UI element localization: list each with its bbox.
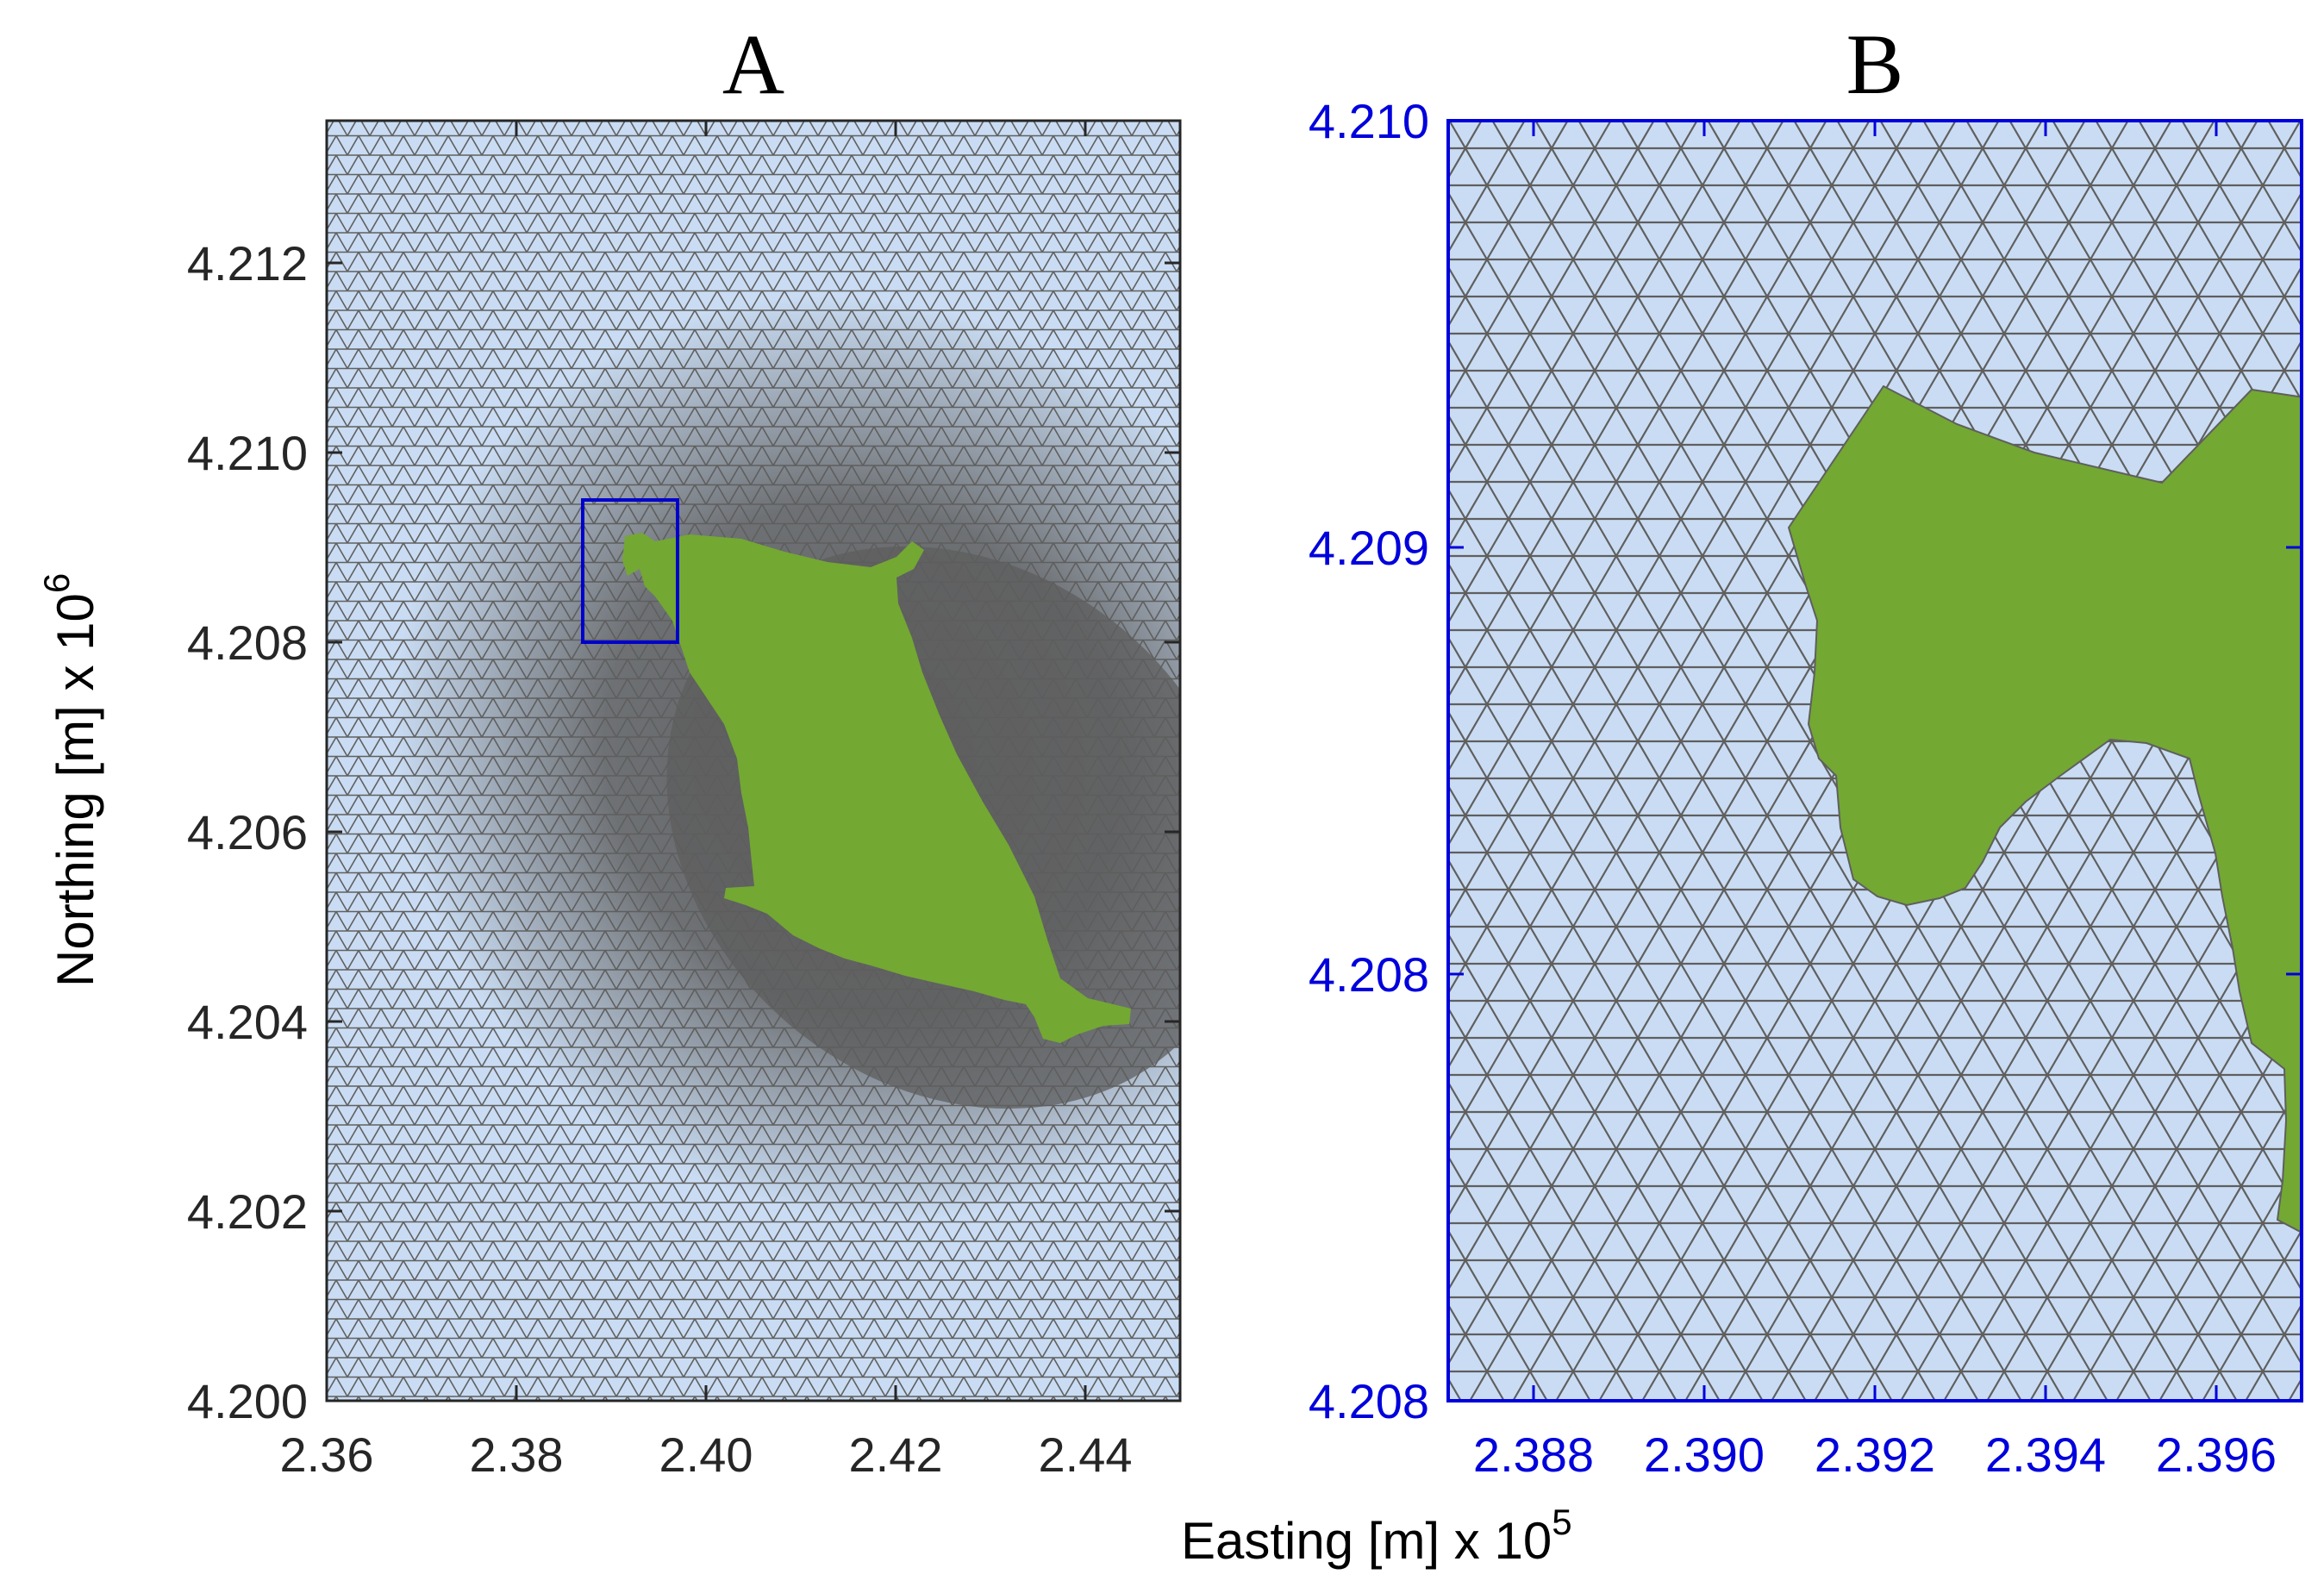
panel-b-island — [1787, 384, 2302, 1234]
x-tick-label: 2.388 — [1473, 1427, 1594, 1482]
panel-b-title: B — [1846, 16, 1904, 112]
y-tick-label: 4.208 — [1309, 947, 1429, 1002]
x-tick-label: 2.36 — [280, 1427, 374, 1482]
panel-a-island — [622, 533, 1131, 1043]
x-tick-label: 2.38 — [470, 1427, 564, 1482]
y-tick-label: 4.202 — [187, 1184, 308, 1239]
x-tick-label: 2.44 — [1039, 1427, 1133, 1482]
x-tick-label: 2.394 — [1985, 1427, 2106, 1482]
panel-b-x-ticks: 2.388 2.390 2.392 2.394 2.396 — [1473, 121, 2277, 1482]
x-tick-label: 2.42 — [849, 1427, 943, 1482]
y-tick-label: 4.212 — [187, 236, 308, 290]
y-tick-label: 4.208 — [187, 615, 308, 670]
x-tick-label: 2.40 — [659, 1427, 753, 1482]
panel-a-frame — [325, 119, 1182, 1402]
y-tick-label: 4.210 — [1309, 94, 1429, 148]
y-tick-label: 4.210 — [187, 426, 308, 480]
y-tick-label: 4.209 — [1309, 521, 1429, 575]
panel-b-y-ticks: 4.208 4.208 4.209 4.210 — [1309, 94, 2302, 1428]
x-tick-label: 2.392 — [1815, 1427, 1935, 1482]
panel-a: A 2.36 2.38 2.40 2.42 2.44 4.2004.2024.2044.… — [187, 16, 1182, 1482]
y-tick-label: 4.206 — [187, 805, 308, 859]
x-tick-label: 2.390 — [1644, 1427, 1765, 1482]
panel-a-plot-area — [327, 121, 1180, 1401]
panel-a-title: A — [722, 16, 784, 112]
y-axis-label: Northing [m] x 106 — [36, 573, 104, 987]
panel-a-y-ticks: 4.200 4.202 4.204 4.206 4.208 4.210 4.212 — [187, 236, 1180, 1428]
y-tick-label: 4.208 — [1309, 1374, 1429, 1428]
panel-b-plot-area — [1448, 121, 2302, 1401]
zoom-box — [581, 498, 679, 644]
y-tick-label: 4.204 — [187, 995, 308, 1049]
panel-a-x-ticks: 2.36 2.38 2.40 2.42 2.44 — [280, 121, 1133, 1482]
x-axis-label: Easting [m] x 105 — [1181, 1502, 1572, 1570]
panel-b: B 2.388 2.390 2.392 2.394 2.396 4.2084.2084.… — [1309, 16, 2303, 1482]
x-tick-label: 2.396 — [2156, 1427, 2277, 1482]
y-tick-label: 4.200 — [187, 1374, 308, 1428]
